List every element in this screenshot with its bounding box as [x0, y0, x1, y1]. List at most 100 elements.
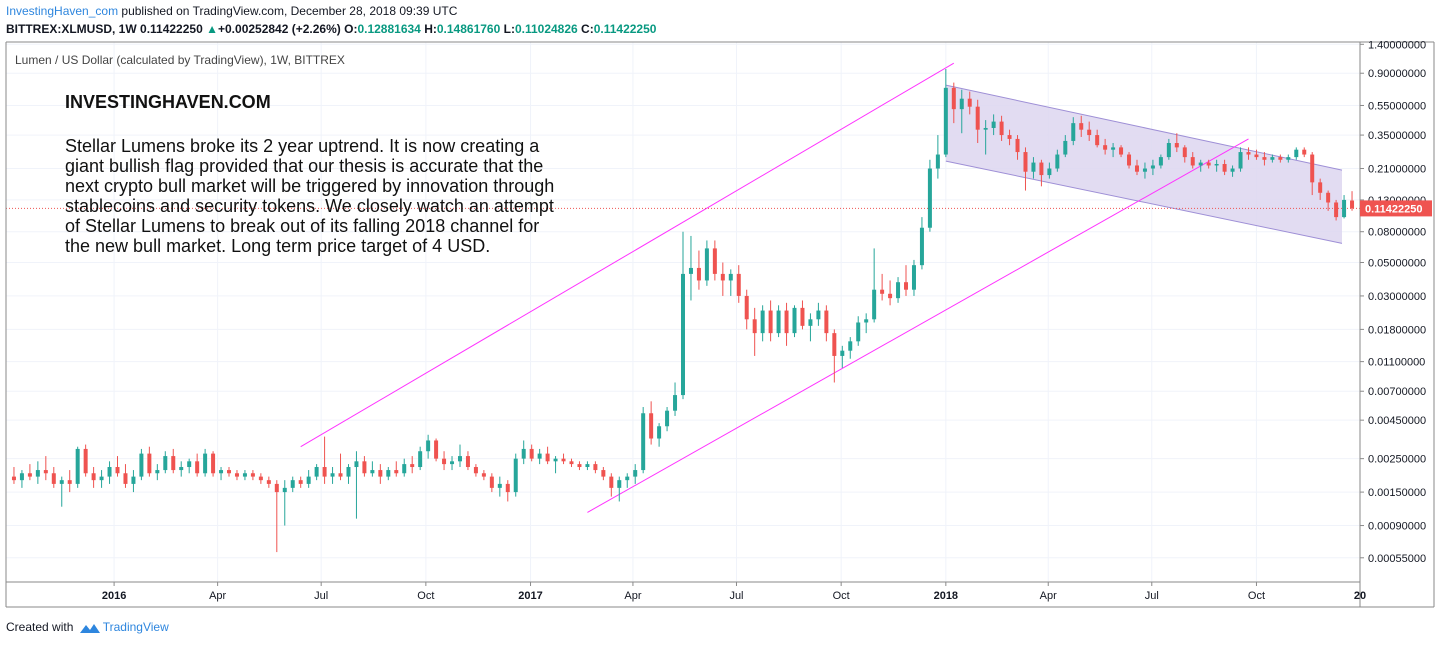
candle	[418, 446, 423, 471]
candle	[1166, 138, 1171, 160]
publisher-link[interactable]: InvestingHaven_com	[6, 4, 119, 18]
candle-body	[927, 168, 932, 228]
candle	[1342, 195, 1347, 219]
candle-body	[1150, 165, 1155, 169]
candle	[681, 231, 685, 400]
candle-body	[1031, 162, 1036, 172]
candle	[290, 476, 295, 493]
candle-body	[1342, 199, 1347, 218]
candle-body	[1095, 135, 1100, 146]
candle-body	[147, 453, 152, 474]
open-value: 0.12881634	[357, 22, 421, 36]
candle-body	[450, 461, 455, 465]
candle-body	[904, 282, 909, 290]
candle-body	[1206, 162, 1211, 166]
candle	[951, 82, 956, 124]
price-axis[interactable]: 1.40000000 0.90000000 0.55000000 0.35000000…	[1360, 40, 1426, 565]
candle	[1286, 154, 1291, 163]
candle-body	[1127, 154, 1132, 166]
candle-body	[234, 473, 239, 477]
candle	[298, 476, 303, 488]
candle	[704, 240, 709, 286]
candle-body	[266, 480, 271, 484]
candle	[808, 313, 813, 342]
footer: Created with TradingView	[6, 620, 169, 634]
candle-body	[673, 395, 678, 411]
candle-body	[1182, 147, 1187, 158]
candle	[465, 451, 470, 471]
candle-body	[752, 319, 757, 334]
time-tick-label: Apr	[209, 590, 226, 602]
candle-body	[888, 293, 893, 299]
candle	[219, 467, 224, 481]
candle-body	[712, 248, 717, 274]
candle-body	[35, 470, 40, 477]
candle	[545, 446, 550, 465]
candle	[410, 456, 415, 474]
candle-body	[991, 121, 996, 128]
candle-body	[195, 461, 200, 474]
time-tick-label: 2017	[518, 590, 542, 602]
candle-body	[625, 476, 630, 481]
candle	[975, 99, 980, 144]
candle-body	[1103, 145, 1108, 150]
candle-body	[322, 467, 327, 477]
candle-body	[1278, 157, 1283, 160]
tradingview-link[interactable]: TradingView	[102, 620, 169, 634]
price-tick-label: 0.00090000	[1368, 521, 1426, 533]
price-tick-label: 0.35000000	[1368, 130, 1426, 142]
candle	[242, 470, 247, 481]
candle	[561, 453, 566, 465]
candle	[816, 302, 821, 326]
candle-body	[1079, 123, 1084, 130]
candle	[927, 159, 932, 232]
candle-body	[59, 480, 64, 484]
candle	[633, 464, 638, 484]
candle-body	[896, 282, 901, 299]
candle-body	[561, 458, 566, 462]
published-text: published on TradingView.com, December 2…	[118, 4, 458, 18]
candle-body	[776, 310, 781, 334]
candle	[521, 440, 526, 465]
candle-body	[728, 273, 733, 281]
site-name: INVESTINGHAVEN.COM	[65, 92, 271, 112]
candle	[967, 91, 972, 115]
candle	[880, 273, 885, 301]
price-chart[interactable]: 1.40000000 0.90000000 0.55000000 0.35000000…	[0, 40, 1444, 610]
price-tick-label: 0.05000000	[1368, 257, 1426, 269]
candle-body	[434, 440, 439, 459]
candle	[569, 458, 574, 468]
candle-body	[880, 289, 885, 294]
candle	[171, 448, 176, 474]
candle-body	[951, 87, 956, 110]
candle	[832, 329, 837, 383]
candle-body	[19, 473, 24, 481]
candle-body	[386, 470, 391, 477]
candle-body	[378, 470, 383, 477]
candle	[1142, 162, 1147, 179]
candle-body	[1134, 165, 1139, 172]
candle-body	[139, 453, 144, 477]
candle-body	[848, 341, 853, 351]
candle-body	[657, 426, 662, 439]
time-tick-label: Oct	[833, 590, 850, 602]
candle	[1079, 115, 1084, 137]
candle	[346, 464, 351, 484]
candle	[641, 407, 646, 474]
time-axis[interactable]: 2016 Apr Jul Oct 2017 Apr Jul Oct 2018 Apr Jul Oct 2…	[102, 582, 1366, 602]
candle	[848, 337, 853, 359]
candle	[513, 453, 518, 497]
uptrend-lower-line	[587, 138, 1249, 513]
candle-body	[11, 476, 16, 481]
candle	[872, 248, 877, 323]
candle	[187, 458, 192, 474]
candle-body	[155, 470, 160, 474]
candle-body	[521, 448, 526, 459]
candle	[553, 456, 558, 474]
candle	[51, 467, 56, 488]
candle-body	[473, 467, 478, 474]
price-tick-label: 0.00250000	[1368, 454, 1426, 466]
candle-body	[585, 464, 590, 468]
price-tick-label: 0.01800000	[1368, 324, 1426, 336]
created-with-label: Created with	[6, 620, 74, 634]
